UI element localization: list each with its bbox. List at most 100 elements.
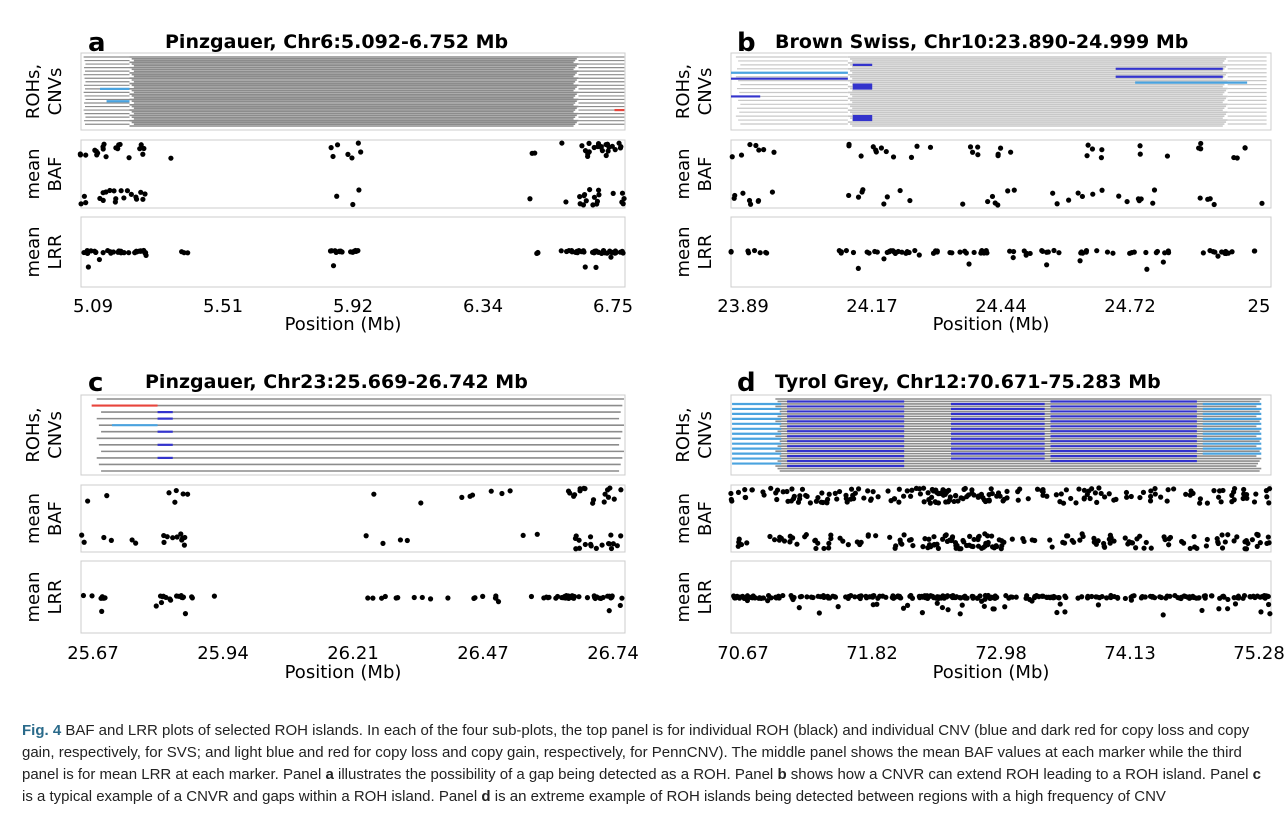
panel-d-baf-point — [953, 492, 959, 499]
panel-c-track-2-ylabel-2: LRR — [45, 579, 66, 614]
panel-c-lrr-point — [606, 608, 612, 614]
panel-d-baf-point — [1183, 491, 1189, 497]
panel-d-baf-point — [865, 488, 871, 494]
panel-b-baf-point — [855, 194, 862, 200]
panel-b-baf-point — [1197, 195, 1203, 201]
panel-d-baf-point — [1029, 537, 1035, 543]
panel-a-baf-point — [94, 152, 100, 158]
panel-d-title: Tyrol Grey, Chr12:70.671-75.283 Mb — [775, 371, 1161, 393]
panel-d-baf-point — [983, 540, 989, 546]
panel-d-baf-point — [738, 541, 745, 548]
panel-b-baf-point — [908, 154, 915, 160]
panel-b-baf-point — [1066, 197, 1072, 203]
panel-a-baf-point — [128, 191, 134, 197]
panel-b-baf-point — [907, 197, 913, 204]
panel-c-lrr-point — [395, 595, 401, 601]
panel-b-baf-point — [1099, 187, 1105, 193]
panel-d-lrr-point — [1122, 595, 1128, 602]
panel-d-baf-point — [1222, 539, 1228, 545]
panel-a-baf-point — [586, 140, 592, 146]
panel-c-baf-point — [185, 491, 191, 497]
panel-d-baf-point — [909, 487, 915, 493]
panel-d-baf-point — [1143, 539, 1149, 546]
panel-d-baf-point — [799, 486, 806, 492]
panel-b-baf-point — [969, 149, 976, 155]
panel-d-baf-point — [1089, 486, 1095, 492]
panel-d-baf-point — [942, 533, 948, 539]
panel-d-baf-point — [837, 535, 843, 541]
panel-a-lrr-point — [620, 250, 626, 256]
panel-d-baf-point — [989, 490, 995, 497]
panel-d-baf-point — [1190, 490, 1196, 496]
panel-d-lrr-point — [852, 594, 858, 600]
panel-c-baf-point — [608, 532, 614, 538]
panel-b-lrr-point — [1077, 258, 1083, 264]
panel-d-lrr-point — [1241, 593, 1248, 599]
panel-a-lrr-point — [85, 264, 91, 270]
panel-d-baf-point — [931, 534, 937, 540]
panel-d-lrr-point — [808, 594, 814, 600]
panel-a-baf-point — [596, 192, 602, 198]
panel-c-lrr-point — [370, 595, 376, 601]
panel-a-lrr-point — [136, 248, 143, 254]
panel-b-lrr-point — [912, 247, 918, 254]
panel-c-baf-point — [577, 488, 583, 494]
panel-a-title: Pinzgauer, Chr6:5.092-6.752 Mb — [165, 31, 508, 53]
panel-d-baf-point — [826, 491, 832, 497]
panel-a-lrr-point — [88, 248, 94, 254]
panel-d-baf-point — [789, 486, 795, 492]
panel-c-baf-point — [170, 535, 176, 541]
panel-d-baf-point — [1219, 545, 1226, 551]
panel-d-baf-point — [1040, 492, 1046, 498]
panel-b-lrr-point — [963, 250, 969, 256]
panel-b-baf-point — [858, 153, 864, 159]
panel-a-lrr-point — [607, 248, 613, 254]
panel-d-baf-point — [803, 532, 809, 538]
panel-d-lrr-point — [830, 593, 836, 599]
panel-b-lrr-point — [1252, 248, 1258, 254]
panel-d-baf-point — [735, 489, 742, 495]
panel-c-baf-point — [81, 539, 87, 545]
panel-d-baf-point — [848, 486, 855, 492]
panel-a-xlabel: Position (Mb) — [285, 314, 402, 335]
panel-a-baf-point — [527, 196, 533, 202]
panel-a-lrr-point — [608, 254, 614, 260]
caption-text-4: is a typical example of a CNVR and gaps … — [22, 788, 482, 805]
panel-d-baf-point — [1128, 493, 1134, 500]
panel-c-track-1-frame — [80, 484, 626, 553]
panel-c-baf-point — [161, 539, 167, 545]
panel-d-baf-point — [843, 495, 849, 502]
panel-d-baf-point — [961, 539, 967, 545]
panel-d-lrr-point — [816, 610, 822, 616]
panel-d-baf-point — [1266, 540, 1272, 546]
panel-d-baf-point — [935, 545, 942, 552]
panel-d-lrr-point — [981, 603, 987, 609]
panel-d-baf-point — [901, 493, 907, 499]
panel-d-baf-point — [1178, 538, 1185, 545]
panel-a-lrr-point — [580, 248, 587, 254]
panel-c-lrr-point — [100, 595, 106, 601]
panel-b-baf-point — [967, 144, 974, 150]
panel-d-baf-point — [865, 532, 871, 538]
panel-b-baf-point — [859, 189, 865, 195]
panel-a-lrr-point — [534, 250, 540, 257]
panel-b-baf-point — [771, 149, 777, 155]
panel-c-baf-point — [108, 537, 114, 543]
panel-d-baf-point — [1039, 488, 1045, 494]
panel-a-baf-point — [121, 195, 127, 201]
panel-b-baf-point — [960, 201, 966, 207]
panel-d-lrr-point — [1013, 594, 1019, 600]
panel-d-baf-point — [870, 489, 876, 495]
panel-b-lrr-point — [843, 247, 849, 254]
panel-d-xtick: 70.67 — [717, 643, 769, 664]
panel-c-lrr-point — [160, 593, 166, 599]
panel-d-baf-point — [1034, 486, 1041, 492]
panel-b-baf-point — [729, 154, 735, 160]
panel-c-baf-point — [534, 531, 540, 537]
panel-c-baf-point — [607, 485, 613, 491]
panel-d-baf-point — [784, 488, 790, 495]
panel-d-baf-point — [940, 487, 946, 493]
panel-d-baf-point — [1122, 535, 1128, 541]
panel-a-lrr-point — [612, 250, 618, 256]
panel-b-track-0-frame — [730, 52, 1272, 131]
